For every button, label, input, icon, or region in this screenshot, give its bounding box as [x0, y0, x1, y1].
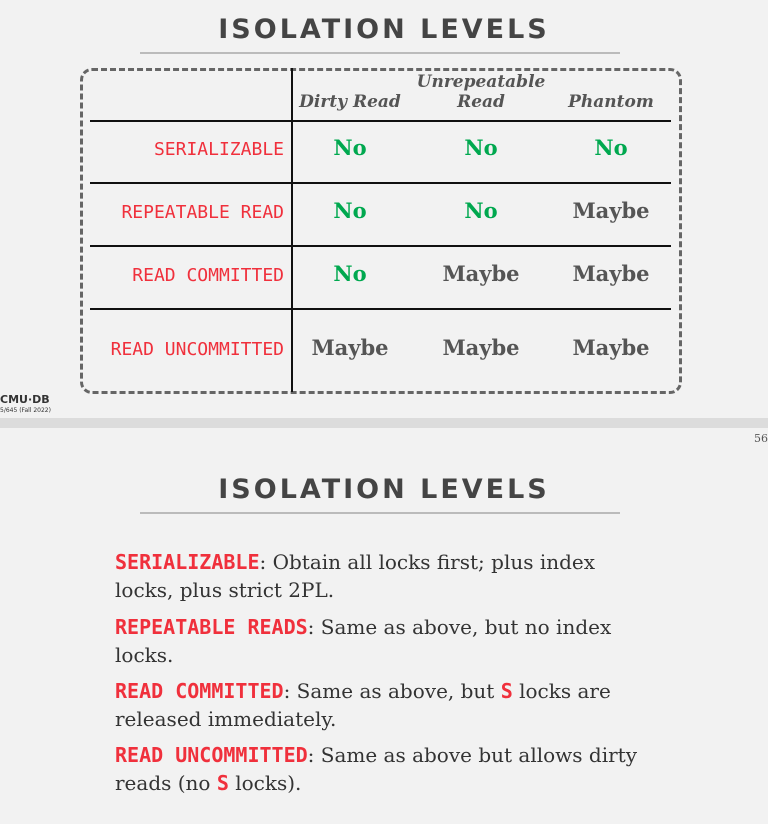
keyword: S: [500, 679, 513, 703]
table-cell: No: [333, 198, 367, 223]
table-cell: No: [464, 198, 498, 223]
bullet-text: : Obtain all locks first; plus index loc…: [115, 550, 596, 602]
title-underline: [140, 512, 620, 514]
row-divider: [90, 245, 671, 247]
bullet-text: : Same as above, but no index locks.: [115, 615, 612, 667]
keyword: S: [216, 771, 229, 795]
bullet-serializable: SERIALIZABLE: Obtain all locks first; pl…: [115, 548, 655, 604]
footer-logo: CMU·DB: [0, 393, 50, 406]
slide-separator: [0, 418, 768, 428]
bullet-read-uncommitted: READ UNCOMMITTED: Same as above but allo…: [115, 741, 655, 797]
slide-isolation-description: 56 ISOLATION LEVELS SERIALIZABLE: Obtain…: [0, 428, 768, 824]
row-divider: [90, 120, 671, 122]
bullet-text: locks).: [228, 771, 302, 795]
table-cell: No: [333, 261, 367, 286]
row-label: SERIALIZABLE: [153, 139, 284, 160]
bullet-text: : Same as above, but: [283, 679, 501, 703]
col-header-unrepeatable-read: Unrepeatable Read: [416, 72, 546, 112]
table-cell: No: [333, 135, 367, 160]
row-divider: [90, 182, 671, 184]
table-border: [80, 68, 682, 394]
col-header-phantom: Phantom: [568, 92, 654, 112]
table-cell: Maybe: [572, 261, 650, 286]
table-cell: Maybe: [442, 261, 520, 286]
table-cell: No: [464, 135, 498, 160]
keyword: READ UNCOMMITTED: [115, 743, 308, 767]
keyword: READ COMMITTED: [115, 679, 284, 703]
table-cell: Maybe: [572, 198, 650, 223]
slide-title: ISOLATION LEVELS: [218, 14, 550, 45]
slide-isolation-table: ISOLATION LEVELS Dirty Read Unrepeatable…: [0, 14, 682, 414]
bullet-read-committed: READ COMMITTED: Same as above, but S loc…: [115, 677, 655, 733]
table-divider: [291, 68, 293, 392]
row-label: REPEATABLE READ: [121, 202, 284, 223]
row-label: READ UNCOMMITTED: [110, 339, 284, 360]
table-cell: No: [594, 135, 628, 160]
bullet-text: : Same as above but allows dirty reads (…: [115, 743, 638, 795]
bullet-text: locks are released immediately.: [115, 679, 611, 731]
keyword: REPEATABLE READS: [115, 615, 308, 639]
page-number: 56: [754, 432, 768, 445]
col-header-dirty-read: Dirty Read: [299, 92, 401, 112]
row-divider: [90, 308, 671, 310]
bullet-repeatable-reads: REPEATABLE READS: Same as above, but no …: [115, 613, 655, 669]
table-cell: Maybe: [311, 335, 389, 360]
title-underline: [140, 52, 620, 54]
slide-title: ISOLATION LEVELS: [218, 474, 550, 505]
keyword: SERIALIZABLE: [115, 550, 260, 574]
row-label: READ COMMITTED: [132, 265, 284, 286]
table-cell: Maybe: [572, 335, 650, 360]
table-cell: Maybe: [442, 335, 520, 360]
footer-course: 5/645 (Fall 2022): [0, 407, 51, 414]
